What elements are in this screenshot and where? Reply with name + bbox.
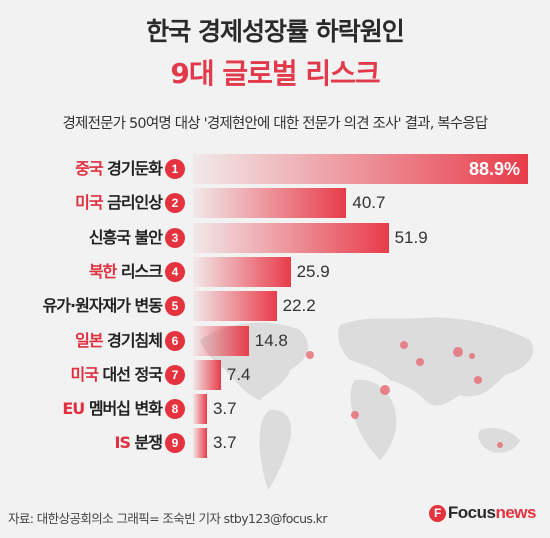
row-label-text: 대선 정국	[97, 364, 163, 384]
logo-news-text: news	[495, 503, 536, 522]
rank-badge-8: 8	[165, 399, 185, 420]
rank-badge-1: 1	[165, 159, 185, 179]
row-label-text: 신흥국 불안	[88, 227, 163, 247]
value-label-7: 7.4	[226, 364, 251, 384]
bar-9	[193, 428, 207, 459]
row-label-text: 유가·원자재가 변동	[42, 296, 163, 316]
row-label-2: 미국 금리인상	[75, 188, 163, 218]
row-label-highlight: EU	[62, 399, 85, 419]
row-label-highlight: 일본	[75, 330, 103, 350]
value-label-3: 51.9	[394, 227, 428, 247]
world-map-background	[200, 317, 534, 490]
rank-badge-2: 2	[165, 193, 185, 214]
value-label-1: 88.9%	[468, 159, 520, 179]
bar-2	[193, 188, 347, 219]
value-label-8: 3.7	[212, 399, 237, 419]
rank-badge-5: 5	[165, 296, 185, 317]
rank-badge-7: 7	[165, 364, 185, 385]
row-label-highlight: 북한	[88, 261, 117, 281]
source-credit: 자료: 대한상공회의소 그래픽= 조숙빈 기자 stby123@focus.kr	[8, 511, 327, 526]
row-label-text: 경기둔화	[102, 159, 163, 178]
row-label-8: EU 멤버십 변화	[62, 394, 163, 424]
focusnews-mark-icon: F	[428, 505, 446, 522]
row-label-text: 멤버십 변화	[84, 399, 163, 419]
chart-title: 한국 경제성장률 하락원인	[146, 17, 404, 46]
row-label-5: 유가·원자재가 변동	[42, 291, 163, 321]
row-label-9: IS 분쟁	[114, 428, 164, 458]
row-label-1: 중국 경기둔화	[75, 154, 163, 184]
rank-badge-9: 9	[165, 433, 185, 454]
focusnews-logo: F Focusnews	[428, 503, 536, 523]
rank-badge-4: 4	[165, 261, 185, 282]
row-label-text: 금리인상	[102, 193, 163, 213]
bar-4	[193, 256, 291, 287]
survey-description: 경제전문가 50여명 대상 '경제현안에 대한 전문가 의견 조사' 결과, 복…	[62, 116, 489, 132]
bar-7	[193, 359, 221, 390]
value-label-6: 14.8	[254, 330, 288, 350]
row-label-highlight: IS	[114, 433, 132, 453]
row-label-text: 경기침체	[102, 330, 163, 350]
value-label-5: 22.2	[282, 296, 316, 316]
value-label-4: 25.9	[296, 261, 330, 281]
rank-badge-6: 6	[165, 330, 185, 351]
value-label-2: 40.7	[352, 193, 386, 213]
bar-5	[193, 291, 277, 322]
bar-8	[193, 394, 207, 425]
row-label-3: 신흥국 불안	[88, 223, 163, 253]
rank-badge-3: 3	[165, 227, 185, 248]
row-label-6: 일본 경기침체	[75, 326, 163, 356]
row-label-highlight: 미국	[75, 193, 103, 213]
row-label-text: 리스크	[116, 261, 163, 281]
bar-1	[193, 154, 528, 184]
chart-subtitle-highlight: 9대 글로벌 리스크	[170, 57, 380, 90]
row-label-highlight: 미국	[70, 364, 99, 384]
row-label-7: 미국 대선 정국	[70, 360, 163, 390]
row-label-4: 북한 리스크	[88, 257, 163, 287]
value-label-9: 3.7	[212, 433, 237, 453]
row-label-highlight: 중국	[75, 159, 103, 178]
row-label-text: 분쟁	[129, 433, 163, 453]
logo-focus-text: Focus	[447, 503, 496, 522]
bar-6	[193, 325, 249, 356]
bar-3	[193, 222, 389, 253]
